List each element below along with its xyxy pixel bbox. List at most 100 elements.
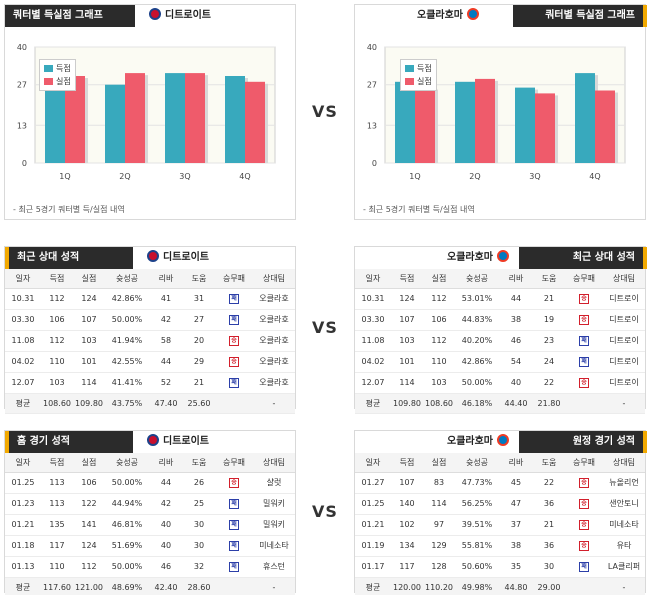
left-quarter-caption: - 최근 5경기 쿼터별 득/실점 내역 [13, 205, 125, 214]
bar-score [225, 76, 245, 163]
table-cell: 01.18 [5, 535, 41, 557]
left-head-table: 일자 득점 실점 슛성공 리바 도움 승무패 상대팀 10.31 112 124 42.86% 41 31… [5, 269, 295, 414]
table-cell: 28.60 [183, 577, 215, 595]
table-cell: 샌안토니 [603, 493, 645, 515]
table-cell: 패 [215, 514, 253, 536]
column-header: 득점 [391, 269, 423, 289]
table-cell: 승 [215, 351, 253, 373]
table-row: 12.07 103 114 41.41% 52 21 패 오클라호 [5, 372, 295, 394]
result-badge-blue: 패 [229, 520, 239, 530]
detroit-logo-icon [147, 434, 159, 446]
table-cell: 48.69% [105, 577, 149, 595]
table-cell: 31 [183, 288, 215, 310]
table-cell: 42 [149, 493, 183, 515]
y-tick-label: 40 [17, 43, 27, 52]
left-head-header: 최근 상대 성적 디트로이트 [5, 247, 297, 269]
result-badge-red: 승 [229, 478, 239, 488]
result-badge-red: 승 [579, 520, 589, 530]
table-cell [215, 393, 253, 414]
bar-score [455, 81, 475, 163]
column-header: 슛성공 [455, 453, 499, 473]
table-cell: 평균 [5, 577, 41, 595]
table-cell: 40 [149, 535, 183, 557]
table-cell: 46 [149, 556, 183, 578]
y-tick-label: 27 [17, 81, 27, 90]
table-cell: 21 [533, 288, 565, 310]
table-cell: 패 [215, 535, 253, 557]
column-header: 실점 [73, 269, 105, 289]
table-row: 04.02 101 110 42.86% 54 24 패 디트로이 [355, 351, 645, 373]
column-header: 상대팀 [253, 269, 295, 289]
table-cell: 44 [499, 288, 533, 310]
column-header: 득점 [41, 269, 73, 289]
table-cell: 124 [73, 288, 105, 310]
table-cell: 103 [423, 372, 455, 394]
table-cell: 승 [565, 288, 603, 310]
left-quarter-team: 디트로이트 [145, 5, 211, 27]
left-head-title: 최근 상대 성적 [9, 247, 133, 269]
table-cell: 103 [41, 372, 73, 394]
table-cell: 27 [183, 309, 215, 331]
table-cell: 승 [565, 493, 603, 515]
table-cell: 승 [215, 472, 253, 494]
table-cell: 44 [149, 351, 183, 373]
table-cell: 83 [423, 472, 455, 494]
table-cell: 50.60% [455, 556, 499, 578]
table-cell: 패 [215, 556, 253, 578]
table-cell: 22 [533, 372, 565, 394]
table-cell: 11.08 [5, 330, 41, 352]
column-header: 상대팀 [603, 269, 645, 289]
right-away-table: 일자 득점 실점 슛성공 리바 도움 승무패 상대팀 01.27 107 83 47.73% 45 22 승… [355, 453, 645, 595]
table-cell: 23 [533, 330, 565, 352]
y-tick-label: 0 [22, 159, 27, 168]
bar-concede [185, 73, 205, 163]
table-cell: 47.40 [149, 393, 183, 414]
table-header-row: 일자 득점 실점 슛성공 리바 도움 승무패 상대팀 [5, 453, 295, 473]
table-cell: 디트로이 [603, 330, 645, 352]
x-tick-label: 2Q [469, 172, 480, 181]
result-badge-red: 승 [579, 315, 589, 325]
table-cell: 40 [499, 372, 533, 394]
table-cell: 휴스턴 [253, 556, 295, 578]
table-cell: 오클라호 [253, 330, 295, 352]
table-cell: - [253, 393, 295, 414]
table-cell: 101 [391, 351, 423, 373]
result-badge-red: 승 [229, 357, 239, 367]
table-cell: 11.08 [355, 330, 391, 352]
table-cell: 패 [215, 493, 253, 515]
table-row: 11.08 103 112 40.20% 46 23 패 디트로이 [355, 330, 645, 352]
table-cell: 30 [183, 514, 215, 536]
table-row: 01.25 113 106 50.00% 44 26 승 샬럿 [5, 472, 295, 494]
table-cell: 36 [533, 535, 565, 557]
table-cell: 97 [423, 514, 455, 536]
table-header-row: 일자 득점 실점 슛성공 리바 도움 승무패 상대팀 [355, 269, 645, 289]
table-cell: 42.86% [455, 351, 499, 373]
table-cell: 10.31 [355, 288, 391, 310]
legend-swatch-concede [44, 78, 53, 85]
table-cell: 110 [423, 351, 455, 373]
table-cell: 121.00 [73, 577, 105, 595]
table-cell: 106 [423, 309, 455, 331]
result-badge-blue: 패 [229, 499, 239, 509]
right-head-title: 최근 상대 성적 [519, 247, 643, 269]
table-cell: 134 [391, 535, 423, 557]
table-cell: 25 [183, 493, 215, 515]
table-cell: 52 [149, 372, 183, 394]
table-cell: 승 [565, 535, 603, 557]
table-cell: 140 [391, 493, 423, 515]
table-row: 10.31 112 124 42.86% 41 31 패 오클라호 [5, 288, 295, 310]
table-cell: LA클리퍼 [603, 556, 645, 578]
table-cell: 124 [391, 288, 423, 310]
table-cell: 35 [499, 556, 533, 578]
table-cell: 50.00% [105, 472, 149, 494]
table-cell: 108.60 [41, 393, 73, 414]
table-cell: 오클라호 [253, 372, 295, 394]
table-cell: 128 [423, 556, 455, 578]
result-badge-blue: 패 [579, 562, 589, 572]
x-tick-label: 4Q [239, 172, 250, 181]
average-row: 평균 117.60 121.00 48.69% 42.40 28.60 - [5, 577, 295, 595]
detroit-logo-icon [147, 250, 159, 262]
x-tick-label: 2Q [119, 172, 130, 181]
x-tick-label: 4Q [589, 172, 600, 181]
left-home-table: 일자 득점 실점 슛성공 리바 도움 승무패 상대팀 01.25 113 106 50.00% 44 26… [5, 453, 295, 595]
